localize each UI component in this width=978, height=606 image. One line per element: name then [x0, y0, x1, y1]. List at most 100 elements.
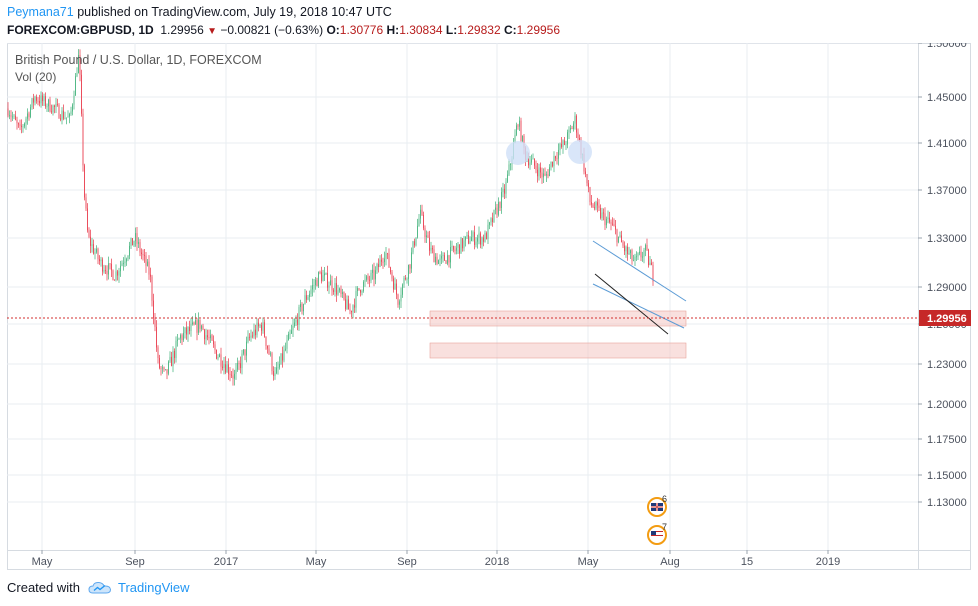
- candle-body: [310, 289, 312, 294]
- candle-body: [277, 367, 279, 369]
- candle-body: [91, 244, 93, 246]
- candle-body: [199, 319, 201, 329]
- volume-label[interactable]: Vol (20): [15, 70, 57, 84]
- tradingview-link[interactable]: TradingView: [117, 580, 190, 595]
- candle-body: [213, 340, 214, 345]
- candle-body: [610, 222, 612, 224]
- candle-body: [25, 118, 27, 124]
- candle-body: [99, 259, 100, 262]
- candle-body: [480, 233, 481, 245]
- price-chart[interactable]: May Sep 2017 May Sep 2018 May Aug 15 2019 1.50000 1…: [7, 43, 971, 570]
- candle-body: [348, 299, 349, 310]
- candle-body: [124, 261, 126, 264]
- candle-body: [624, 245, 625, 252]
- candle-body: [85, 197, 87, 209]
- candle-body: [127, 255, 129, 260]
- candle-body: [166, 369, 168, 374]
- candle-body: [643, 250, 645, 257]
- candle-body: [63, 110, 64, 119]
- candle-body: [493, 209, 495, 222]
- candle-body: [180, 335, 181, 339]
- chart-area[interactable]: May Sep 2017 May Sep 2018 May Aug 15 2019 1.50000 1…: [7, 43, 971, 570]
- us-flag-stripe: [651, 535, 663, 536]
- candle-body: [408, 264, 409, 279]
- candle-body: [421, 209, 423, 215]
- candle-body: [270, 353, 271, 355]
- close-value: 1.29956: [516, 23, 561, 37]
- candle-body: [133, 241, 135, 246]
- y-tick-label: 1.20000: [927, 399, 967, 411]
- candle-body: [562, 140, 564, 147]
- down-arrow-icon: ▼: [207, 26, 217, 37]
- candle-body: [370, 272, 372, 281]
- candle-body: [52, 105, 54, 113]
- candle-body: [12, 116, 13, 118]
- candle-body: [486, 233, 487, 240]
- candle-body: [427, 235, 429, 238]
- candle-body: [253, 329, 255, 337]
- candle-body: [106, 270, 108, 275]
- candle-body: [496, 207, 498, 215]
- low-label: L:: [445, 23, 458, 37]
- candle-body: [438, 260, 439, 264]
- candle-body: [352, 305, 354, 313]
- candle-body: [465, 236, 466, 241]
- pane-title: British Pound / U.S. Dollar, 1D, FOREXCO…: [15, 53, 262, 67]
- candle-body: [237, 363, 238, 370]
- us-flag-stripe: [651, 531, 663, 532]
- candle-body: [628, 253, 630, 254]
- footer: Created with TradingView: [7, 580, 190, 595]
- candle-body: [453, 246, 454, 250]
- candle-body: [90, 236, 91, 246]
- support-zone: [429, 342, 687, 359]
- candle-body: [439, 258, 441, 261]
- candle-body: [618, 236, 619, 243]
- candle-body: [114, 279, 115, 281]
- candle-body: [532, 158, 534, 160]
- candle-body: [454, 249, 456, 251]
- candle-body: [313, 285, 315, 286]
- candle-body: [87, 208, 88, 231]
- candle-body: [112, 270, 114, 280]
- candle-body: [178, 338, 180, 340]
- candle-body: [132, 238, 133, 246]
- candle-body: [223, 364, 225, 368]
- x-tick-label: 15: [741, 556, 753, 568]
- candle-body: [73, 95, 75, 105]
- publish-info: Peymana71 published on TradingView.com, …: [7, 4, 392, 20]
- candle-body: [300, 303, 301, 308]
- candle-body: [285, 348, 286, 350]
- candle-body: [96, 248, 97, 253]
- candle-body: [139, 242, 141, 253]
- candle-body: [304, 295, 306, 305]
- candle-body: [115, 271, 117, 281]
- candle-body: [207, 335, 208, 338]
- candle-body: [202, 325, 204, 330]
- candle-body: [46, 106, 48, 108]
- candle-body: [598, 205, 600, 209]
- candle-body: [294, 322, 295, 327]
- candle-body: [303, 304, 304, 312]
- candle-body: [357, 288, 358, 292]
- candle-body: [645, 245, 646, 251]
- candle-body: [621, 235, 622, 243]
- candle-body: [502, 188, 504, 193]
- candle-body: [543, 173, 544, 178]
- candle-body: [478, 233, 480, 238]
- author-link[interactable]: Peymana71: [7, 5, 74, 19]
- candle-body: [433, 249, 435, 263]
- candle-body: [639, 251, 640, 254]
- candle-body: [141, 252, 142, 255]
- candle-body: [226, 364, 228, 373]
- candle-body: [39, 101, 40, 104]
- low-value: 1.29832: [457, 23, 501, 37]
- candle-body: [241, 353, 243, 369]
- candle-body: [600, 208, 601, 219]
- candle-body: [43, 96, 45, 102]
- candle-body: [160, 367, 162, 369]
- candle-body: [49, 99, 51, 112]
- candle-body: [403, 277, 405, 285]
- current-price-label: 1.29956: [927, 313, 967, 325]
- candle-body: [477, 237, 478, 242]
- candle-body: [466, 235, 468, 237]
